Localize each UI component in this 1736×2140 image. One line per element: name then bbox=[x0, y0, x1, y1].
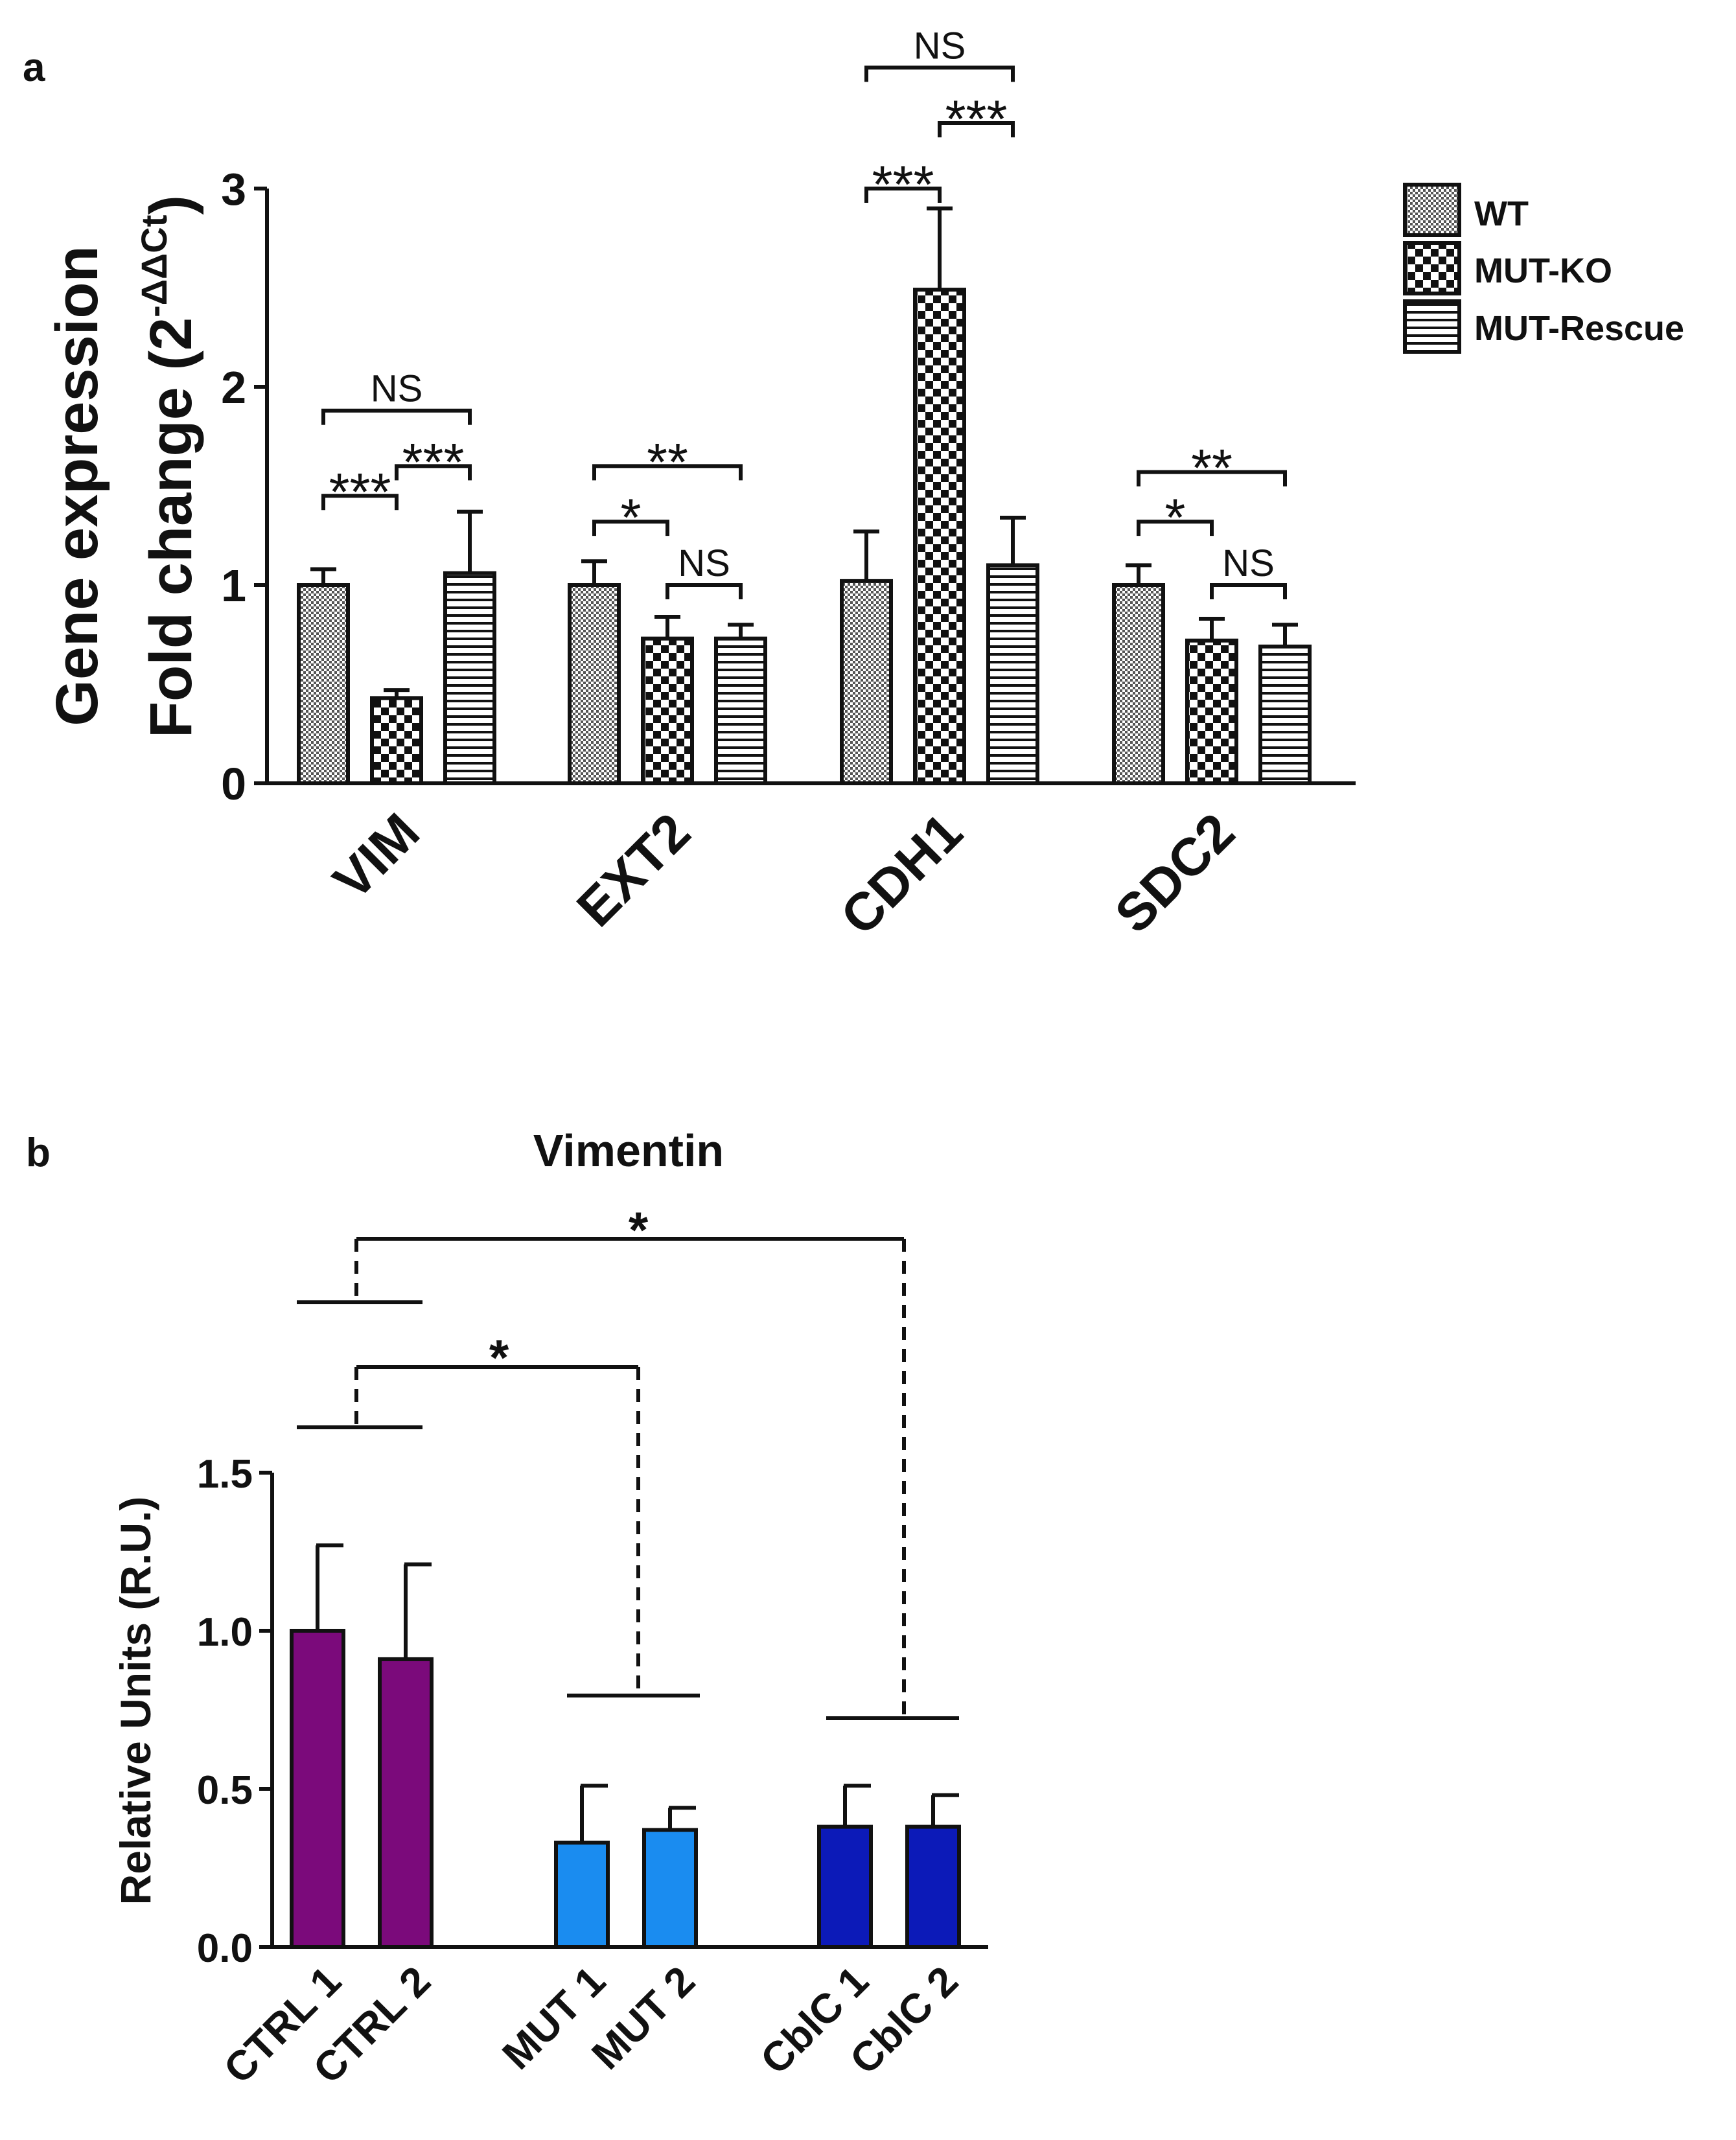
x-category-label-vim: VIM bbox=[322, 802, 430, 910]
significance-label-8: NS bbox=[914, 25, 966, 67]
bar-cblc-1 bbox=[819, 1827, 871, 1947]
panel-b-label: b bbox=[26, 1131, 51, 1175]
significance-label-0: *** bbox=[329, 463, 391, 522]
y-tick-label: 0.0 bbox=[197, 1926, 253, 1971]
legend-label-mut-ko: MUT-KO bbox=[1474, 251, 1612, 290]
panel-b-title: Vimentin bbox=[533, 1125, 724, 1176]
panel-a-y-ticks: 0 1 2 3 bbox=[221, 164, 267, 809]
bar-mut-2 bbox=[644, 1830, 696, 1947]
x-category-label-mut-2: MUT 2 bbox=[583, 1957, 704, 2078]
legend-label-mut-rescue: MUT-Rescue bbox=[1474, 309, 1684, 348]
x-category-label-ext2: EXT2 bbox=[566, 802, 701, 938]
y-tick-label: 1.5 bbox=[197, 1452, 253, 1497]
panel-b-y-ticks: 0.0 0.5 1.0 1.5 bbox=[197, 1452, 272, 1971]
significance-label-7: *** bbox=[945, 90, 1008, 149]
bar-cdh1-mut-rescue bbox=[988, 565, 1037, 783]
panel-a-ylabel-line1: Gene expression bbox=[44, 246, 110, 726]
bar-ctrl-1 bbox=[292, 1631, 343, 1947]
bar-vim-wt bbox=[299, 585, 348, 783]
bar-ctrl-2 bbox=[380, 1659, 432, 1947]
bar-cdh1-wt bbox=[842, 581, 891, 783]
y-tick-label: 2 bbox=[221, 362, 246, 413]
legend-swatch-wt bbox=[1405, 185, 1459, 235]
bracket-ext2-1-2 bbox=[667, 585, 741, 599]
y-tick-label: 0.5 bbox=[197, 1768, 253, 1813]
bar-mut-1 bbox=[556, 1843, 608, 1947]
bar-ext2-wt bbox=[570, 585, 619, 783]
significance-star-ctrl-mut: * bbox=[489, 1329, 509, 1386]
x-category-label-sdc2: SDC2 bbox=[1104, 802, 1246, 944]
significance-label-10: NS bbox=[1222, 542, 1275, 584]
panel-b-bars bbox=[292, 1545, 959, 1947]
significance-label-4: NS bbox=[678, 542, 730, 584]
panel-a-label: a bbox=[23, 45, 45, 90]
significance-star-ctrl-cblc: * bbox=[629, 1201, 649, 1258]
bar-cblc-2 bbox=[907, 1827, 959, 1947]
panel-b-ylabel: Relative Units (R.U.) bbox=[111, 1497, 159, 1905]
bar-cdh1-mut-ko bbox=[915, 290, 964, 783]
panel-a-bars bbox=[299, 209, 1310, 783]
ylabel-superscript: -ΔΔCt bbox=[133, 215, 174, 317]
bracket-cdh1-0-2 bbox=[866, 67, 1013, 82]
y-tick-label: 1.0 bbox=[197, 1610, 253, 1655]
bar-sdc2-wt bbox=[1114, 585, 1163, 783]
bracket-sdc2-1-2 bbox=[1212, 585, 1285, 599]
significance-label-1: *** bbox=[402, 433, 465, 492]
significance-label-2: NS bbox=[371, 368, 423, 410]
bracket-vim-0-2 bbox=[323, 411, 470, 425]
figure: a Gene expression Fold change (2-ΔΔCt) 0… bbox=[0, 0, 1736, 2140]
y-tick-label: 3 bbox=[221, 164, 246, 214]
bar-ext2-mut-rescue bbox=[716, 639, 765, 783]
bar-vim-mut-rescue bbox=[445, 573, 494, 783]
panel-a: a Gene expression Fold change (2-ΔΔCt) 0… bbox=[23, 25, 1684, 946]
legend-label-wt: WT bbox=[1474, 194, 1529, 233]
legend-entry-mut-rescue: MUT-Rescue bbox=[1405, 301, 1684, 352]
legend-swatch-mut-ko bbox=[1405, 243, 1459, 293]
legend: WT MUT-KO MUT-Rescue bbox=[1405, 185, 1684, 352]
bar-sdc2-mut-ko bbox=[1187, 641, 1236, 783]
bar-sdc2-mut-rescue bbox=[1260, 647, 1310, 783]
significance-label-3: * bbox=[621, 489, 642, 547]
ylabel-main: Fold change (2 bbox=[138, 317, 204, 738]
significance-label-5: ** bbox=[647, 433, 688, 492]
x-category-label-mut-1: MUT 1 bbox=[493, 1957, 614, 2078]
significance-label-9: * bbox=[1165, 489, 1186, 547]
panel-b-significance: * * bbox=[297, 1201, 959, 1718]
panel-b: b Vimentin Relative Units (R.U.) 0.0 0.5… bbox=[26, 1125, 988, 2092]
ylabel-close-paren: ) bbox=[138, 195, 204, 215]
y-tick-label: 0 bbox=[221, 759, 246, 809]
legend-swatch-mut-rescue bbox=[1405, 301, 1459, 352]
significance-label-6: *** bbox=[872, 155, 934, 214]
bar-ext2-mut-ko bbox=[643, 639, 692, 783]
bar-vim-mut-ko bbox=[372, 698, 421, 783]
significance-label-11: ** bbox=[1191, 439, 1233, 498]
x-category-label-cdh1: CDH1 bbox=[830, 802, 974, 946]
panel-a-ylabel-line2: Fold change (2-ΔΔCt) bbox=[133, 195, 204, 738]
legend-entry-mut-ko: MUT-KO bbox=[1405, 243, 1612, 293]
y-tick-label: 1 bbox=[221, 560, 246, 611]
legend-entry-wt: WT bbox=[1405, 185, 1529, 235]
